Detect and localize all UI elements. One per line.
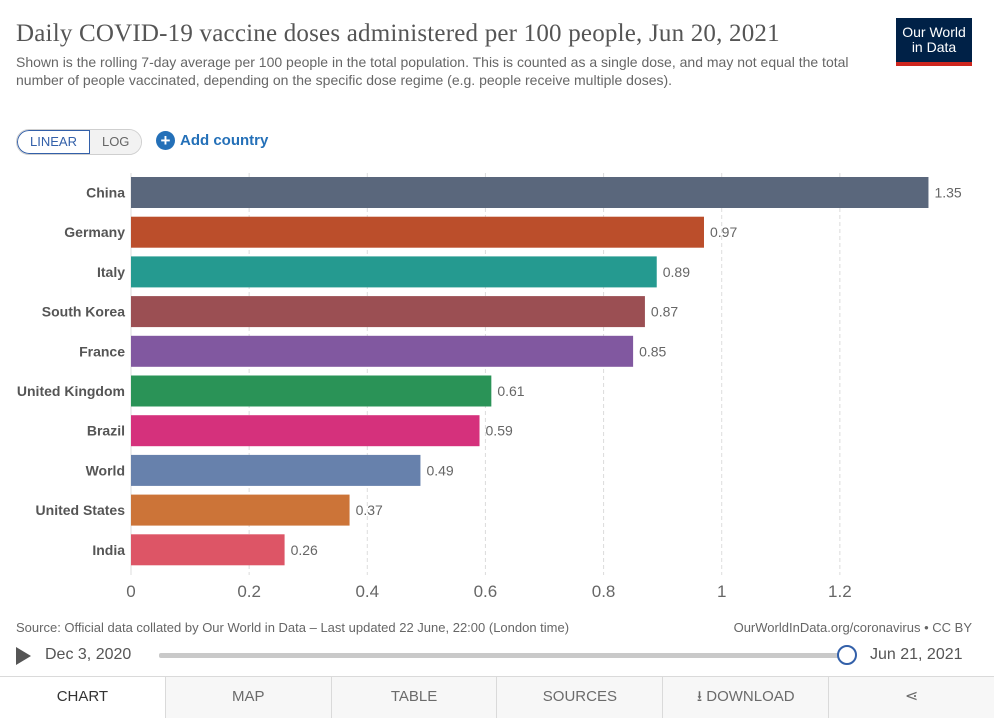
data-label: 0.37 [356,502,383,518]
log-scale-button[interactable]: LOG [89,130,142,154]
download-label: DOWNLOAD [706,688,795,705]
category-label: Brazil [87,423,125,439]
category-label: France [79,343,125,359]
bar [131,177,929,208]
bar [131,494,350,526]
bar [131,256,657,288]
chart-subtitle: Shown is the rolling 7-day average per 1… [16,54,849,88]
timeline: Dec 3, 2020 Jun 21, 2021 [16,644,976,668]
category-label: India [92,542,125,558]
owid-logo[interactable]: Our World in Data [896,18,972,66]
play-icon[interactable] [16,647,31,665]
linear-scale-button[interactable]: LINEAR [17,130,90,154]
category-label: Italy [97,264,125,280]
tab-share[interactable]: ⋖ [829,677,994,718]
bar [131,335,634,367]
add-country-button[interactable]: + Add country [156,131,268,150]
category-label: China [86,185,125,201]
data-label: 0.49 [426,462,453,478]
chart-title: Daily COVID-19 vaccine doses administere… [16,20,780,47]
download-icon: ⭳ [696,688,703,705]
timeline-start-label: Dec 3, 2020 [45,646,132,663]
x-tick-label: 0.2 [237,582,261,601]
data-label: 1.35 [934,185,961,201]
data-label: 0.97 [710,224,737,240]
share-icon: ⋖ [904,688,919,705]
logo-line-2: in Data [911,39,957,55]
timeline-handle[interactable] [837,645,857,665]
add-country-label: Add country [180,132,269,149]
bar [131,296,645,328]
plus-circle-icon: + [156,131,175,150]
tab-table[interactable]: TABLE [332,677,498,718]
x-tick-label: 0 [126,582,135,601]
bar [131,534,285,566]
bar [131,375,492,407]
category-label: Germany [64,224,125,240]
category-label: South Korea [42,304,125,320]
bar [131,216,704,248]
timeline-track[interactable] [159,653,847,658]
x-tick-label: 0.4 [355,582,379,601]
tab-chart[interactable]: CHART [0,677,166,718]
x-tick-label: 0.6 [474,582,498,601]
logo-accent-bar [896,62,972,66]
tab-download[interactable]: ⭳ DOWNLOAD [663,677,830,718]
category-label: United States [36,502,126,518]
data-label: 0.89 [663,264,690,280]
scale-toggle: LINEAR LOG [16,129,143,155]
category-label: United Kingdom [17,383,125,399]
tab-sources[interactable]: SOURCES [497,677,664,718]
logo-line-1: Our World [902,24,966,40]
bar [131,454,421,486]
category-label: World [86,462,125,478]
x-tick-label: 0.8 [592,582,616,601]
data-label: 0.26 [291,542,318,558]
data-label: 0.59 [486,423,513,439]
x-tick-label: 1.2 [828,582,852,601]
data-label: 0.61 [497,383,524,399]
data-label: 0.85 [639,343,666,359]
source-note[interactable]: Source: Official data collated by Our Wo… [16,620,570,635]
tab-map[interactable]: MAP [166,677,332,718]
bar [131,415,480,447]
data-label: 0.87 [651,304,678,320]
x-tick-label: 1 [717,582,726,601]
bar-chart: 0 0.2 0.4 0.6 0.8 1 1.2 China 1.35 Germany 0.97 Ita… [17,173,962,601]
tab-bar: CHART MAP TABLE SOURCES ⭳ DOWNLOAD ⋖ [0,676,994,718]
timeline-end-label: Jun 21, 2021 [870,646,963,663]
source-url[interactable]: OurWorldInData.org/coronavirus • CC BY [733,620,972,635]
